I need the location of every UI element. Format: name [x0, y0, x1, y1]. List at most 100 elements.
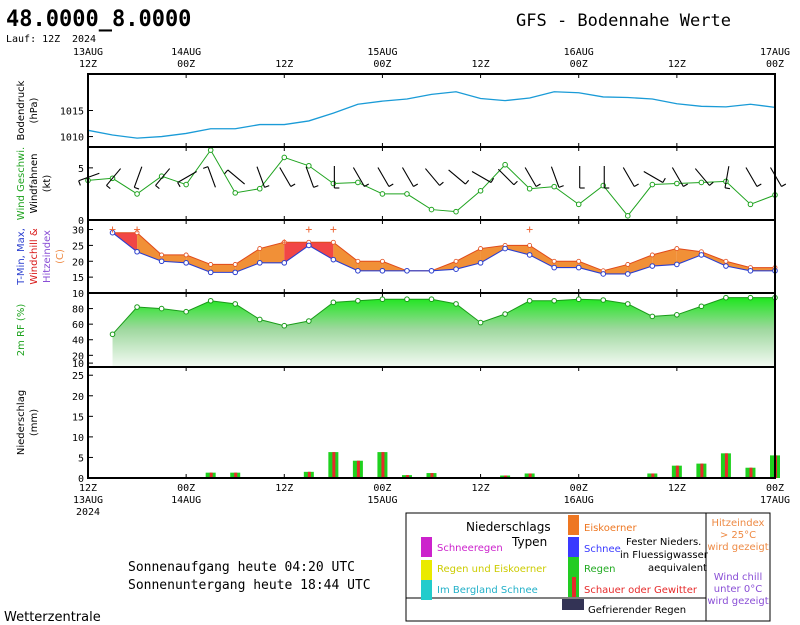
- legend-swatch: [421, 580, 432, 600]
- tmin-point: [526, 252, 533, 258]
- wind-speed-point: [134, 191, 140, 197]
- temp-band-segment: [480, 245, 506, 263]
- wind-barb: [352, 167, 365, 187]
- wind-barb: [155, 168, 171, 186]
- top-hour-label: 00Z: [766, 59, 784, 70]
- tmin-point: [281, 260, 288, 266]
- humidity-point: [747, 294, 754, 301]
- y-tick-label: 25: [72, 371, 84, 382]
- top-date-label: 14AUG: [171, 47, 201, 58]
- tmin-point: [477, 260, 484, 266]
- humidity-point: [158, 305, 165, 312]
- humidity-point: [624, 301, 631, 307]
- wind-speed-point: [747, 201, 754, 208]
- y-tick-label: 0: [78, 216, 84, 227]
- top-hour-label: 00Z: [177, 59, 195, 70]
- panel-frame: [87, 366, 776, 479]
- y-tick-label: 1010: [60, 133, 84, 144]
- wind-speed-point: [551, 183, 557, 190]
- temp-band-segment: [357, 261, 383, 271]
- wind-barb-feather: [177, 182, 181, 188]
- legend-swatch: [572, 577, 576, 597]
- bottom-date-label: 14AUG: [171, 495, 201, 506]
- tmin-point: [306, 242, 312, 249]
- tmin-point: [158, 258, 165, 265]
- wind-barb-feather: [683, 183, 688, 188]
- bottom-date-label: 15AUG: [367, 495, 397, 506]
- tmin-line: [112, 232, 775, 275]
- sunrise-text: Sonnenaufgang heute 04:20 UTC: [128, 560, 355, 575]
- top-hour-label: 00Z: [373, 59, 391, 70]
- humidity-point: [649, 313, 656, 320]
- tmin-point: [207, 269, 214, 276]
- tmin-point: [674, 261, 680, 268]
- bottom-hour-label: 00Z: [177, 483, 195, 494]
- humidity-panel: 20 40 60 80 10 2m RF (%): [16, 292, 778, 370]
- wind-barb: [745, 167, 758, 187]
- y-axis-label: T-Min, Max,: [16, 228, 27, 286]
- y-tick-label: 60: [72, 320, 84, 331]
- wind-speed-point: [674, 180, 680, 187]
- temp-band-segment: [186, 254, 211, 273]
- y-axis-label: Bodendruck: [16, 80, 27, 140]
- y-tick-label: 10: [72, 359, 84, 370]
- bottom-hour-label: 00Z: [766, 483, 784, 494]
- wind-barb-feather: [709, 181, 714, 186]
- wind-barb: [305, 166, 315, 188]
- wind-barb-feather: [439, 181, 444, 186]
- tmax-point: [478, 246, 483, 251]
- temp-band-segment: [652, 248, 677, 267]
- wind-barb-feather: [264, 185, 270, 188]
- precip-shower-bar: [651, 473, 655, 478]
- wind-barb: [106, 168, 122, 186]
- wind-speed-point: [355, 179, 361, 186]
- temp-band-segment: [554, 261, 579, 268]
- temp-band-segment: [578, 261, 604, 274]
- temp-band-segment: [137, 232, 162, 262]
- top-hour-label: 12Z: [668, 59, 686, 70]
- legend-label: Gefrierender Regen: [588, 605, 686, 616]
- tmax-point: [551, 258, 557, 264]
- run-year: 2024: [72, 34, 96, 45]
- temp-band-segment: [627, 254, 653, 274]
- legend-swatch: [568, 515, 579, 535]
- temp-band-segment: [750, 267, 775, 271]
- y-tick-label: 20: [72, 257, 84, 268]
- humidity-point: [404, 296, 410, 303]
- precip-shower-bar: [749, 467, 753, 478]
- wind-barb-feather: [558, 185, 564, 188]
- bottom-hour-label: 12Z: [275, 483, 293, 494]
- humidity-point: [453, 301, 459, 307]
- wind-barb-feather: [634, 183, 639, 188]
- legend-swatch: [568, 557, 579, 577]
- wind-barb: [279, 167, 292, 187]
- wind-barb-feather: [535, 183, 541, 188]
- precip-shower-bar: [234, 472, 238, 478]
- heat-index-note: wird gezeigt: [707, 542, 768, 553]
- wind-speed-point: [477, 188, 484, 194]
- legend-swatch: [562, 599, 584, 610]
- tmax-point: [723, 258, 729, 264]
- precip-shower-bar: [405, 475, 409, 478]
- wind-speed-point: [428, 206, 435, 213]
- wind-barb-feather: [290, 183, 296, 188]
- temp-band-segment: [701, 251, 726, 267]
- wind-speed-line: [87, 149, 776, 217]
- tmax-point: [159, 252, 165, 258]
- y-tick-label: 40: [72, 336, 84, 347]
- temp-band-segment: [235, 248, 260, 273]
- y-axis-label: Hitzeindex: [42, 230, 53, 283]
- wind-speed-point: [256, 185, 263, 192]
- wind-speed-point: [502, 161, 508, 168]
- wind-speed-point: [183, 181, 189, 188]
- tmax-point: [649, 252, 655, 258]
- wind-speed-point: [698, 179, 705, 186]
- temp-band-segment: [161, 254, 187, 263]
- pressure-line: [87, 91, 776, 139]
- precip-shower-bar: [430, 473, 434, 478]
- legend-label: Schnee: [584, 544, 621, 555]
- y-tick-label: 15: [72, 412, 84, 423]
- humidity-point: [330, 299, 337, 306]
- panel-frame: [87, 73, 776, 148]
